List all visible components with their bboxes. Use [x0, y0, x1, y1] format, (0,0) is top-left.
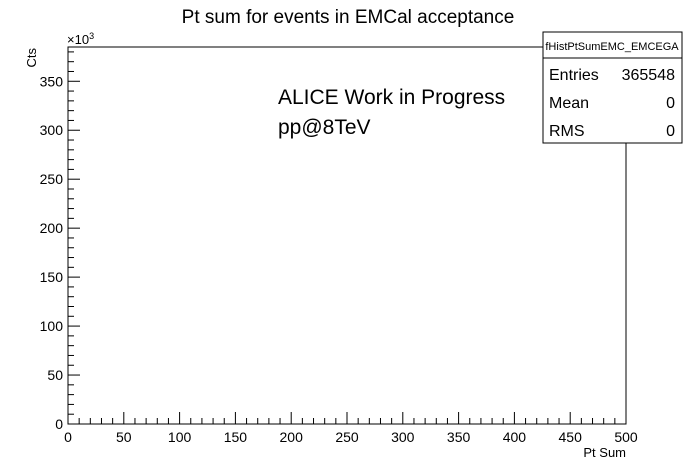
y-tick-label: 50 [47, 367, 63, 383]
stats-box-name: fHistPtSumEMC_EMCEGA [545, 41, 679, 53]
x-tick-label: 100 [168, 429, 192, 445]
y-tick-label: 350 [40, 73, 64, 89]
stats-rms-value: 0 [666, 123, 675, 140]
stats-entries-label: Entries [549, 67, 599, 84]
x-tick-label: 450 [559, 429, 583, 445]
x-tick-label: 50 [116, 429, 132, 445]
x-tick-label: 400 [503, 429, 527, 445]
x-tick-label: 150 [224, 429, 248, 445]
x-tick-label: 200 [280, 429, 304, 445]
x-axis-label: Pt Sum [583, 445, 626, 460]
y-tick-label: 150 [40, 269, 64, 285]
x-tick-label: 300 [391, 429, 415, 445]
y-axis-label: Cts [24, 48, 39, 68]
stats-entries-value: 365548 [622, 67, 675, 84]
stats-mean-label: Mean [549, 95, 589, 112]
stats-box: fHistPtSumEMC_EMCEGA Entries 365548 Mean… [542, 31, 683, 144]
x-tick-label: 500 [614, 429, 638, 445]
x-tick-label: 250 [335, 429, 359, 445]
y-tick-label: 300 [40, 122, 64, 138]
x-tick-label: 0 [64, 429, 72, 445]
chart-title: Pt sum for events in EMCal acceptance [182, 7, 515, 28]
stats-rms-label: RMS [549, 123, 585, 140]
y-tick-label: 200 [40, 220, 64, 236]
y-tick-label: 100 [40, 318, 64, 334]
y-tick-label: 250 [40, 171, 64, 187]
stats-mean-value: 0 [666, 95, 675, 112]
x-tick-label: 350 [447, 429, 471, 445]
y-multiplier-label: ×103 [67, 31, 94, 47]
annotation-energy: pp@8TeV [278, 116, 371, 139]
annotation-alice: ALICE Work in Progress [278, 86, 505, 109]
axis-ticks: 0 50 100 150 200 250 300 350 400 450 500 0 50 100 150 2… [40, 51, 638, 445]
y-tick-label: 0 [55, 416, 63, 432]
